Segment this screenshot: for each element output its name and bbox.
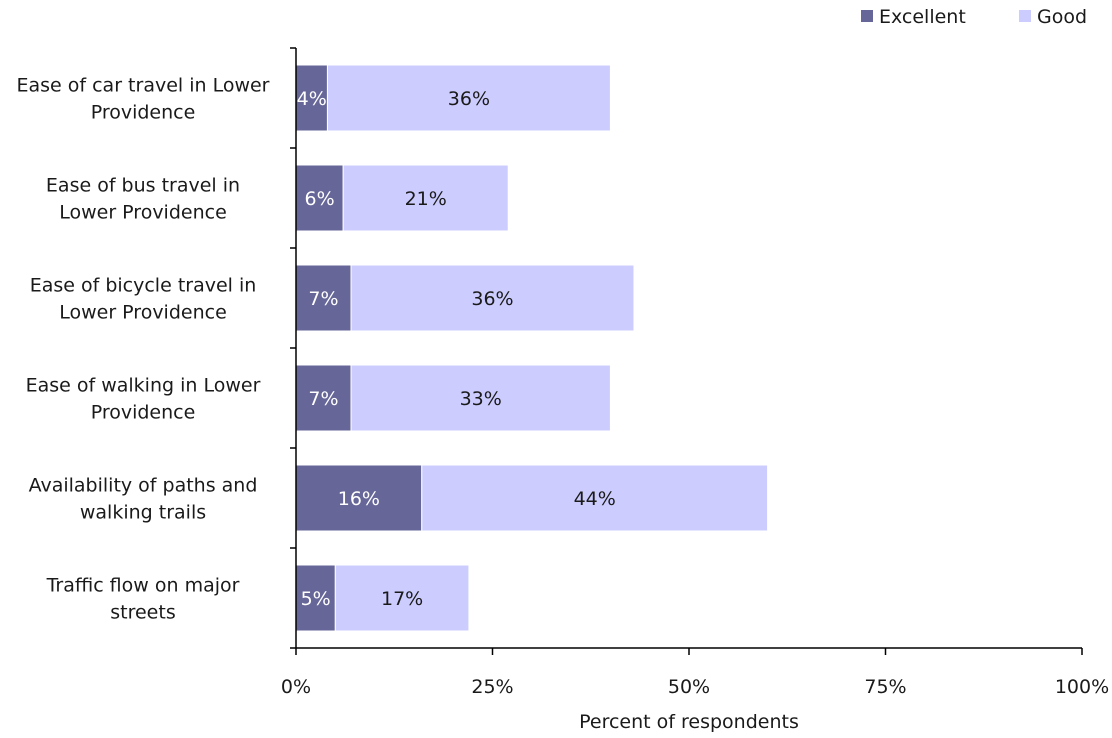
bar-good-5 [334, 564, 470, 632]
data-label-excellent-4: 16% [338, 488, 380, 510]
bar-excellent-0 [295, 64, 328, 132]
x-tick-label-3: 75% [864, 676, 906, 698]
legend-swatch-good [1019, 10, 1031, 22]
category-label-2: Ease of bicycle travel in Lower Providenc… [30, 275, 257, 324]
category-label-0: Ease of car travel in Lower Providence [16, 75, 269, 124]
data-label-good-4: 44% [574, 488, 616, 510]
data-label-excellent-1: 6% [305, 188, 335, 210]
bar-excellent-2 [295, 264, 352, 332]
x-axis-title: Percent of respondents [579, 711, 799, 733]
category-label-5: Traffic flow on major streets [46, 575, 240, 624]
data-label-excellent-2: 7% [308, 288, 338, 310]
bar-good-2 [350, 264, 635, 332]
legend-label-good: Good [1037, 6, 1087, 28]
bar-excellent-3 [295, 364, 352, 432]
x-tick-label-2: 50% [668, 676, 710, 698]
data-label-excellent-5: 5% [301, 588, 331, 610]
bar-good-0 [326, 64, 611, 132]
category-label-4: Availability of paths and walking trails [29, 475, 258, 524]
x-tick-label-4: 100% [1055, 676, 1109, 698]
data-label-good-3: 33% [460, 388, 502, 410]
legend-label-excellent: Excellent [879, 6, 966, 28]
data-label-good-5: 17% [381, 588, 423, 610]
data-label-good-0: 36% [448, 88, 490, 110]
category-label-3: Ease of walking in Lower Providence [26, 375, 261, 424]
bar-good-3 [350, 364, 611, 432]
bar-excellent-1 [295, 164, 344, 232]
bar-good-1 [342, 164, 509, 232]
category-label-1: Ease of bus travel in Lower Providence [46, 175, 240, 224]
legend-swatch-excellent [861, 10, 873, 22]
x-tick-label-0: 0% [281, 676, 311, 698]
data-label-good-2: 36% [471, 288, 513, 310]
data-label-excellent-0: 4% [297, 88, 327, 110]
x-tick-label-1: 25% [471, 676, 513, 698]
bar-good-4 [421, 464, 769, 532]
data-label-good-1: 21% [405, 188, 447, 210]
data-label-excellent-3: 7% [308, 388, 338, 410]
